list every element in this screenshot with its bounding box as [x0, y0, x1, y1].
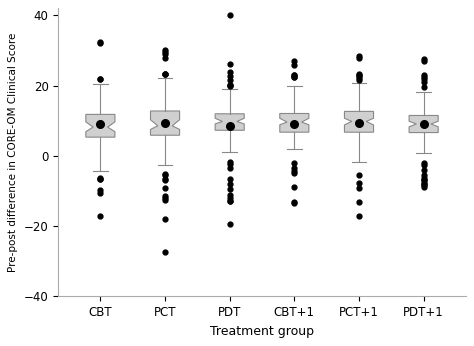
PathPatch shape: [86, 115, 115, 137]
PathPatch shape: [409, 116, 438, 133]
PathPatch shape: [215, 114, 244, 130]
Y-axis label: Pre-post difference in CORE-OM Clinical Score: Pre-post difference in CORE-OM Clinical …: [9, 33, 18, 272]
PathPatch shape: [150, 111, 180, 135]
PathPatch shape: [345, 111, 374, 132]
X-axis label: Treatment group: Treatment group: [210, 325, 314, 338]
PathPatch shape: [280, 113, 309, 132]
